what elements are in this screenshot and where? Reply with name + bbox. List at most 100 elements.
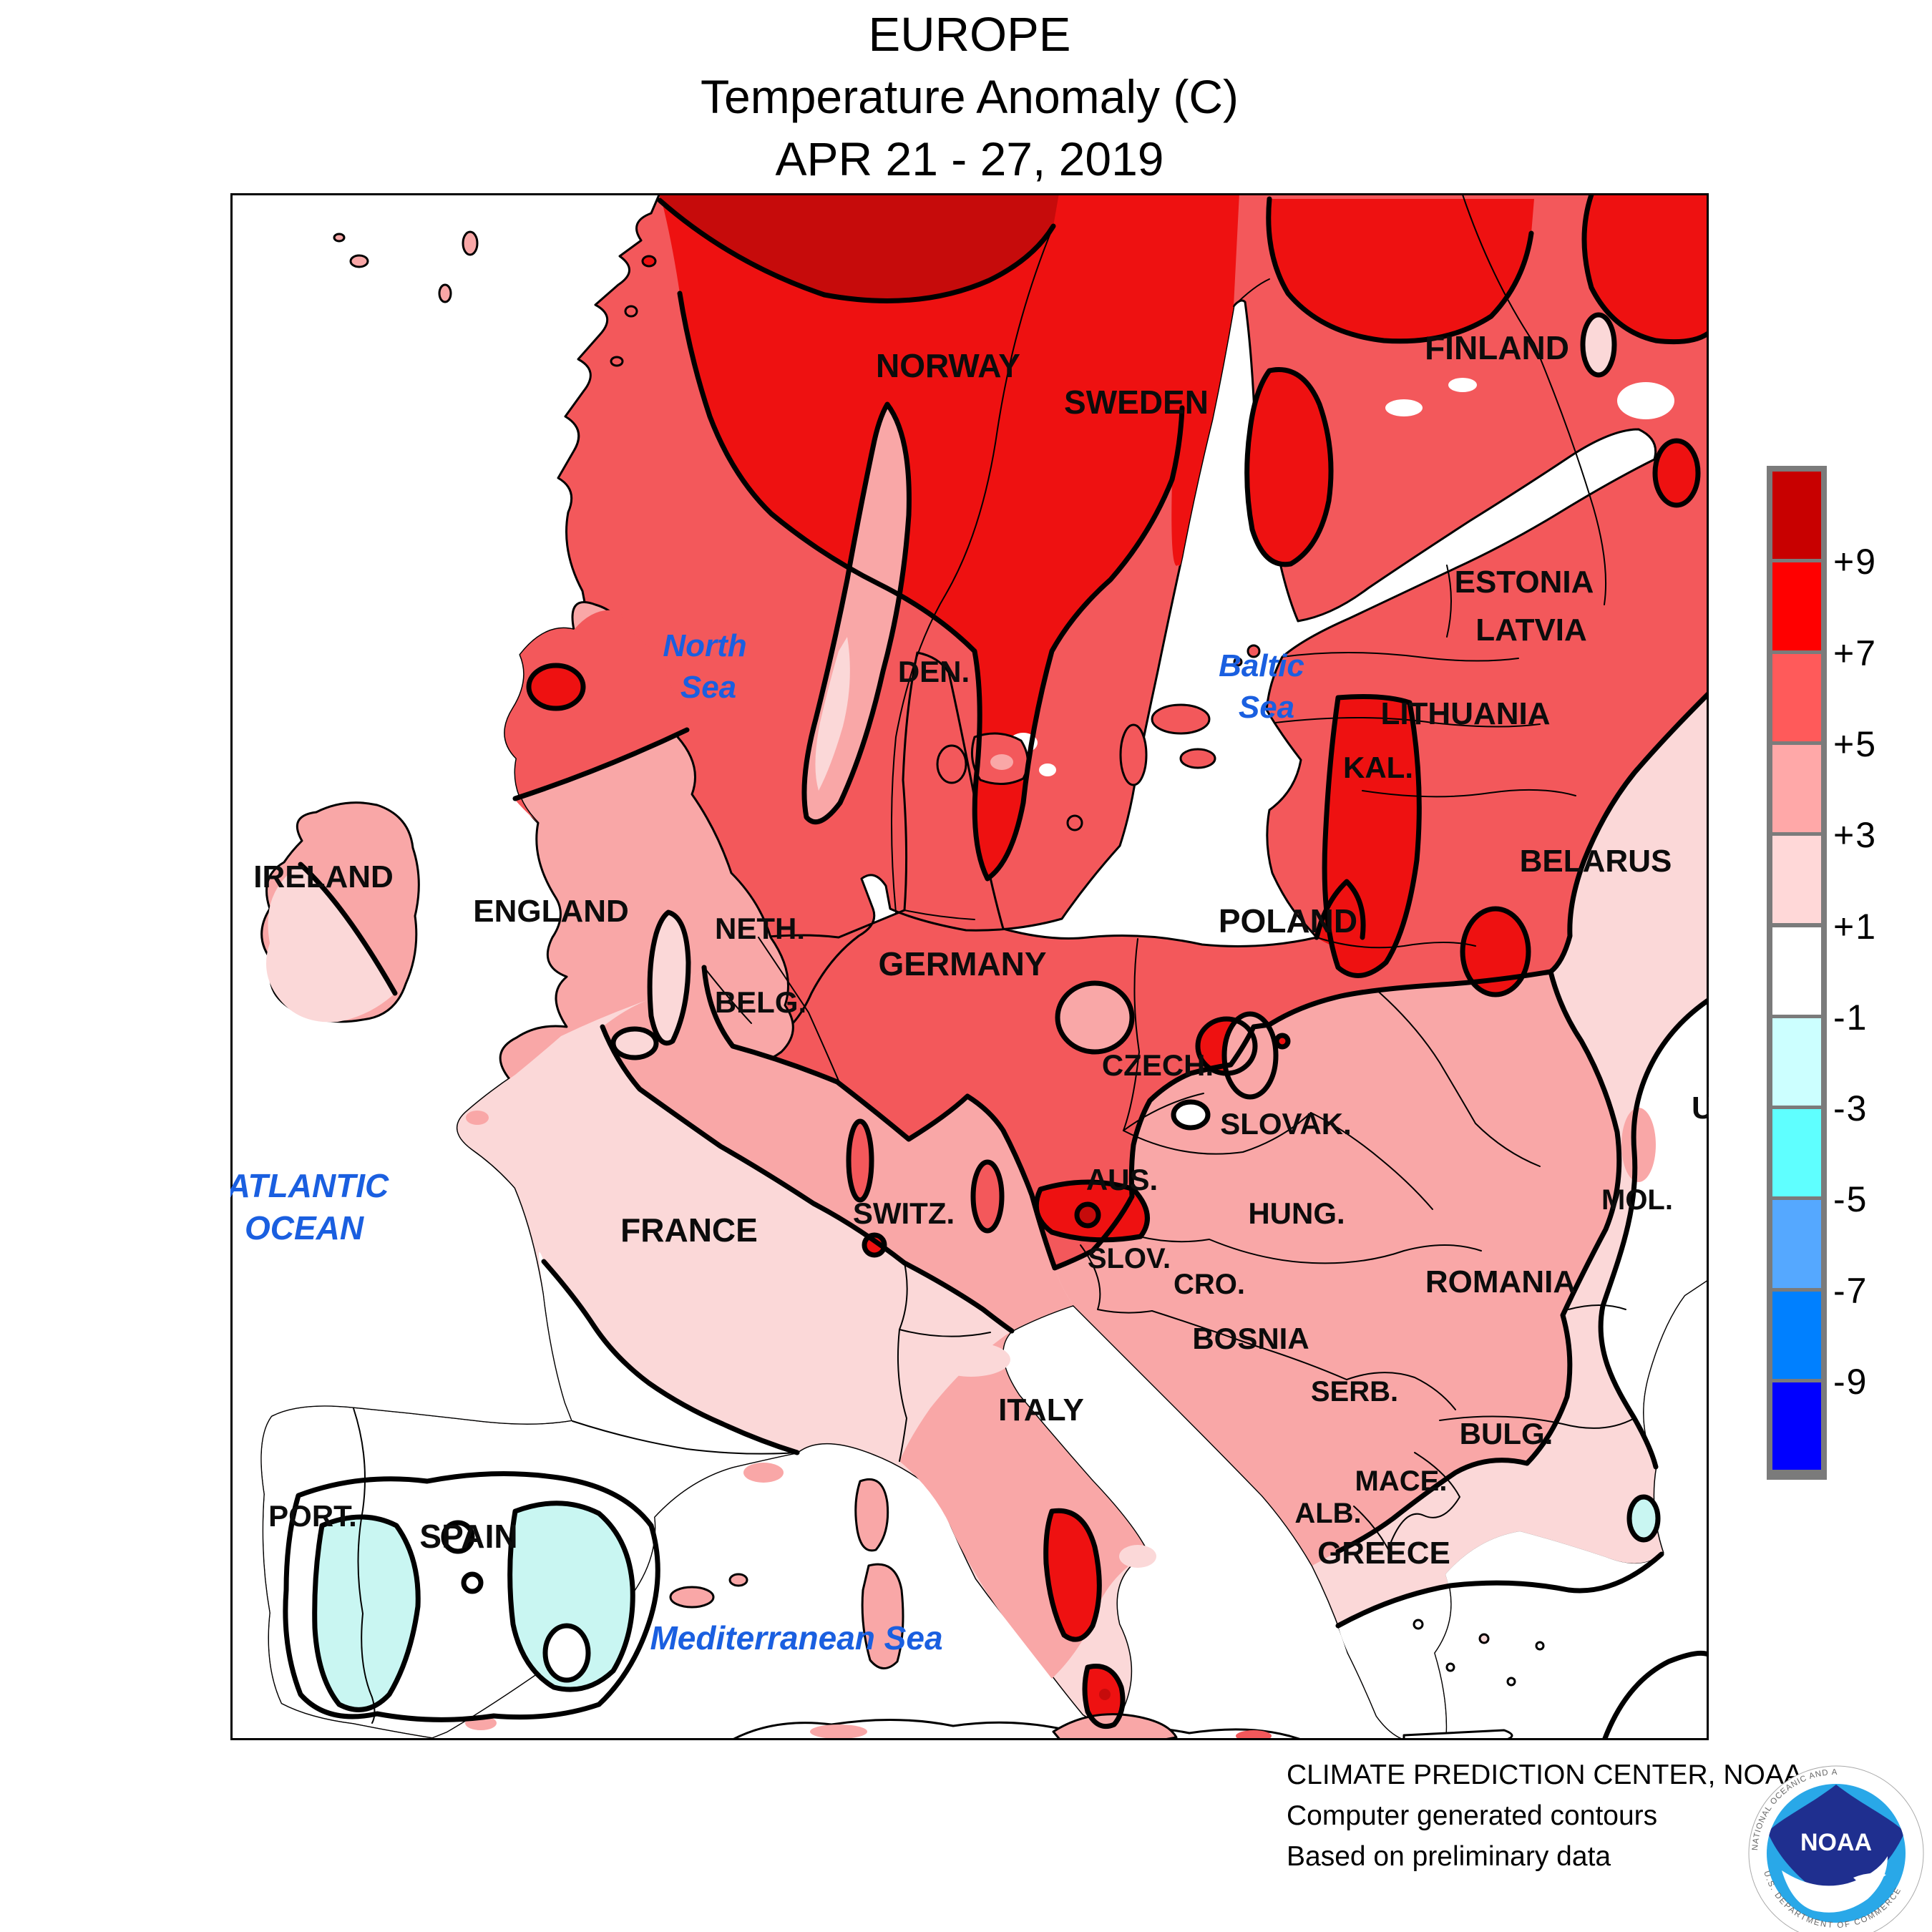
map-label-poland: POLAND	[1219, 902, 1357, 940]
legend-tick-label-+5: +5	[1833, 723, 1878, 764]
sicily-island	[1052, 1713, 1178, 1740]
border-sweden-finland	[1233, 278, 1270, 307]
map-label-atlantic: ATLANTIC	[230, 1167, 389, 1204]
map-label-bosnia: BOSNIA	[1192, 1322, 1309, 1355]
credits-line-2: Computer generated contours	[1287, 1800, 1658, 1831]
border-spain-portugal	[353, 1407, 376, 1724]
map-labels-group: NORWAY SWEDEN FINLAND ESTONIA LATVIA LITHUANI…	[230, 329, 1709, 1657]
contour-gulf-end-red	[1652, 438, 1701, 508]
mallorca-island	[669, 1586, 715, 1609]
legend-tick-label-+7: +7	[1833, 633, 1878, 673]
map-label-belg-: BELG.	[715, 985, 806, 1019]
europe-anomaly-map: NORWAY SWEDEN FINLAND ESTONIA LATVIA LITHUANI…	[230, 193, 1709, 1740]
legend-tick-label--1: -1	[1833, 997, 1868, 1038]
legend-tick-label--5: -5	[1833, 1179, 1868, 1220]
fill-ne-corner-red	[1584, 195, 1708, 342]
map-label-switz-: SWITZ.	[853, 1196, 955, 1230]
border-finland-russia	[1462, 194, 1607, 605]
lofoten-islet-3	[610, 356, 624, 367]
orkney-island	[438, 283, 452, 303]
fill-brittany-pink	[466, 1111, 489, 1125]
contour-scandinavia-red	[677, 291, 1185, 882]
border-lithuania-belarus	[1362, 789, 1576, 798]
fill-aegean-white	[1338, 1531, 1662, 1740]
border-france-spain	[572, 1420, 798, 1455]
fill-cyan-bulgaria	[1629, 1497, 1658, 1540]
contour-darkred	[657, 197, 1056, 303]
border-switz-italy	[899, 1329, 991, 1337]
logo-seagull-wing	[1853, 1873, 1886, 1886]
contour-ne-corner	[1581, 193, 1709, 345]
aland-island-2	[1233, 657, 1243, 667]
faroe-island	[349, 254, 369, 268]
map-label-greece: GREECE	[1317, 1536, 1450, 1571]
fill-calabria-dot	[1099, 1689, 1111, 1700]
contour-bottom-right	[1601, 1650, 1709, 1740]
fill-ukraine-white	[1601, 1000, 1708, 1467]
contour-cyan-east	[507, 1501, 635, 1692]
legend-tick-label-+3: +3	[1833, 815, 1878, 856]
fill-moldova-pink	[1621, 1108, 1656, 1182]
contour-switz-lens-1	[846, 1118, 874, 1203]
fill-england-south-lens	[613, 1029, 656, 1058]
legend-cell-5	[1772, 927, 1821, 1015]
border-poland-ukraine	[1375, 988, 1541, 1167]
map-label-estonia: ESTONIA	[1455, 565, 1594, 600]
logo-noaa-text: NOAA	[1800, 1829, 1872, 1856]
faroe-island-2	[333, 233, 346, 243]
shetland-island	[462, 230, 479, 256]
legend-cell-2	[1772, 653, 1821, 741]
fill-cyan-west	[314, 1517, 419, 1710]
border-poland-lithuania	[1316, 937, 1476, 949]
contour-austria-dot	[1074, 1201, 1101, 1229]
fill-catalonia-pink	[743, 1463, 784, 1483]
fill-finland-lightpink-oval	[1583, 315, 1614, 375]
map-label-lithuania: LITHUANIA	[1380, 696, 1550, 731]
fill-gulf-end-red	[1655, 441, 1698, 505]
map-label-sweden: SWEDEN	[1064, 384, 1209, 421]
aegean-islet-3	[1478, 1633, 1490, 1644]
map-label-france: FRANCE	[620, 1211, 758, 1249]
border-latvia-lithuania	[1274, 717, 1541, 728]
map-label-bulg-: BULG.	[1460, 1417, 1553, 1450]
contour-kal	[1314, 879, 1366, 940]
map-label-romania: ROMANIA	[1425, 1264, 1576, 1299]
legend-tick-label-+1: +1	[1833, 906, 1878, 947]
border-germany-benelux	[758, 937, 841, 1085]
credits-line-3: Based on preliminary data	[1287, 1841, 1611, 1872]
islands-group	[333, 230, 1545, 1740]
contour-cyan-bulgaria	[1626, 1494, 1661, 1543]
map-label-port-: PORT.	[268, 1499, 357, 1533]
fill-finland-red-oval	[1246, 369, 1332, 565]
map-title: EUROPE	[868, 8, 1071, 62]
sardinia-island	[861, 1563, 904, 1669]
noaa-logo: NOAA NATIONAL OCEANIC AND ATMOSPHERIC AD…	[1746, 1763, 1924, 1932]
contour-scotland	[512, 727, 690, 801]
fill-norway-valley-lightpink	[815, 637, 850, 791]
contour-plus5	[701, 691, 1709, 1271]
fill-finnish-lakes-2	[1448, 378, 1477, 392]
contour-ireland	[298, 862, 398, 996]
fill-scandinavia-red-main	[660, 193, 1239, 879]
contour-italy-red	[1043, 1508, 1102, 1642]
lofoten-islet-1	[641, 255, 657, 268]
funen-island	[936, 744, 967, 784]
map-label-slovak-: SLOVAK.	[1220, 1107, 1352, 1141]
border-estonia-latvia	[1282, 652, 1519, 662]
bornholm-island	[1066, 814, 1083, 831]
fill-africa-salmon	[1236, 1730, 1272, 1740]
aegean-islet-1	[1413, 1619, 1424, 1630]
contour-poland-blob	[1221, 1011, 1279, 1100]
contour-czech-spot	[1171, 1099, 1211, 1131]
contour-poland-oval	[1055, 980, 1135, 1055]
map-label-aus-: AUS.	[1086, 1163, 1158, 1196]
map-date-range: APR 21 - 27, 2019	[775, 132, 1164, 185]
gotland-island	[1119, 723, 1148, 786]
map-label-mediterranean-sea: Mediterranean Sea	[650, 1619, 942, 1657]
map-label-slov-: SLOV.	[1088, 1243, 1171, 1274]
contour-spain-white-oval	[542, 1623, 591, 1683]
fill-latvia-red-oval	[1463, 909, 1528, 995]
fill-switz-lens-2	[973, 1162, 1002, 1231]
fill-heel-light	[1119, 1545, 1156, 1568]
